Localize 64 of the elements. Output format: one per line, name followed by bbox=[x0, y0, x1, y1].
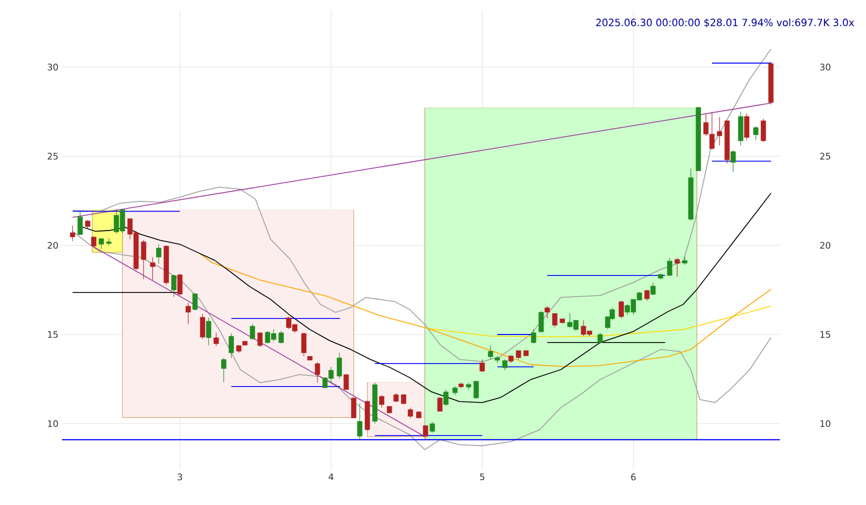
candlestick bbox=[408, 407, 413, 419]
candlestick bbox=[250, 323, 256, 340]
candlestick bbox=[430, 422, 435, 433]
y2-tick-label: 20 bbox=[48, 242, 58, 249]
y-tick-label: 25 bbox=[820, 152, 830, 160]
candlestick bbox=[422, 425, 428, 438]
candlestick bbox=[141, 240, 146, 280]
candlestick bbox=[171, 274, 176, 297]
candlestick bbox=[502, 359, 508, 370]
candlestick bbox=[192, 293, 198, 311]
candlestick bbox=[206, 317, 212, 346]
candlestick bbox=[618, 300, 624, 319]
candlestick bbox=[351, 397, 356, 419]
candlestick bbox=[716, 116, 722, 146]
y-tick-label: 30 bbox=[820, 64, 830, 70]
candlestick bbox=[357, 402, 362, 441]
candlestick bbox=[156, 244, 162, 264]
candlestick bbox=[200, 314, 206, 340]
candlestick bbox=[437, 396, 442, 412]
candlestick bbox=[674, 258, 680, 278]
candlestick bbox=[538, 311, 544, 334]
y2-tick-label: 15 bbox=[48, 331, 58, 338]
y2-tick-label: 10 bbox=[48, 420, 58, 428]
candlestick bbox=[544, 306, 550, 319]
x-tick-label: 4 bbox=[328, 474, 334, 480]
x-tick-label: 5 bbox=[480, 474, 484, 480]
candlestick bbox=[443, 389, 449, 406]
y2-tick-label: 25 bbox=[48, 152, 58, 160]
candlestick bbox=[531, 328, 536, 344]
candlestick bbox=[552, 312, 558, 328]
candlestick bbox=[667, 258, 672, 276]
candlestick bbox=[186, 302, 191, 324]
candlestick bbox=[314, 362, 320, 383]
candlestick bbox=[214, 332, 219, 346]
candlestick bbox=[301, 332, 306, 357]
text: 2025.06.30 00:00:00 $28.01 7.94% vol:697.7K 3.0x bbox=[596, 18, 854, 28]
y2-tick-label: 30 bbox=[48, 64, 58, 70]
candlestick bbox=[78, 211, 83, 235]
candlestick bbox=[730, 150, 736, 172]
candlestick bbox=[488, 344, 494, 360]
candlestick bbox=[760, 118, 766, 142]
candlestick bbox=[336, 352, 342, 380]
line-series bbox=[427, 306, 772, 338]
candlestick bbox=[598, 332, 603, 344]
y-tick-label: 15 bbox=[820, 331, 830, 338]
candlestick bbox=[753, 126, 758, 140]
candlestick bbox=[177, 274, 182, 296]
x-tick-label: 3 bbox=[178, 474, 182, 480]
candlestick bbox=[98, 238, 104, 250]
x-tick-label: 6 bbox=[631, 474, 636, 480]
candlestick bbox=[379, 394, 384, 408]
candlestick bbox=[278, 330, 284, 344]
candlestick bbox=[221, 358, 226, 383]
candlestick bbox=[70, 225, 76, 242]
candlestick bbox=[480, 359, 485, 372]
line-series bbox=[199, 252, 772, 368]
candlestick bbox=[650, 282, 656, 296]
candlestick bbox=[344, 373, 349, 390]
candlestick bbox=[150, 256, 156, 280]
candlestick bbox=[744, 113, 750, 140]
candlestick bbox=[257, 332, 263, 348]
y-tick-label: 10 bbox=[820, 420, 830, 428]
y-tick-label: 20 bbox=[820, 242, 830, 249]
candlestick bbox=[228, 333, 234, 358]
